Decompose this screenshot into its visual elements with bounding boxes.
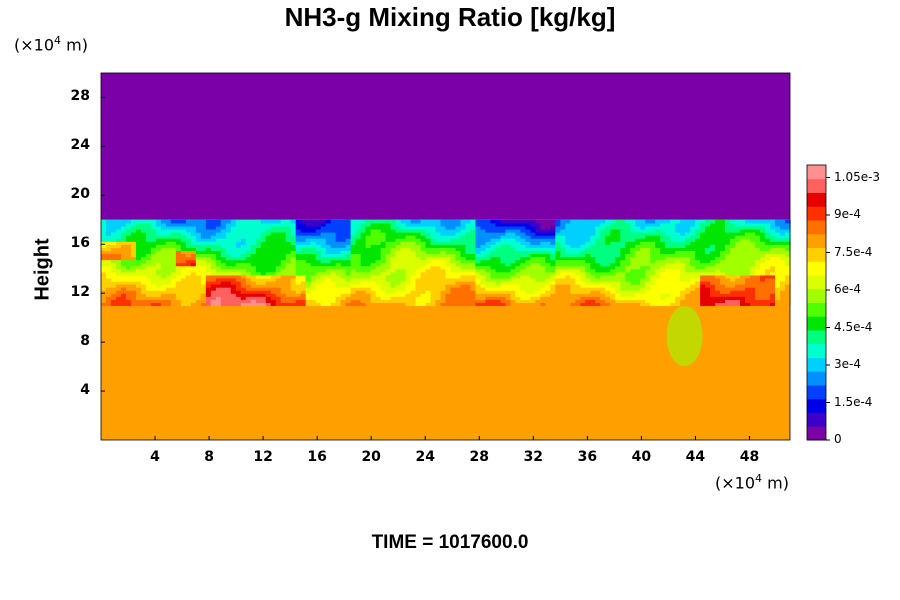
x-tick-label: 16: [307, 449, 327, 465]
colorbar-segment: [807, 357, 826, 372]
x-tick-label: 24: [415, 449, 435, 465]
colorbar-segment: [807, 398, 826, 413]
colorbar-tick-label: 3e-4: [834, 357, 861, 371]
x-tick-label: 44: [685, 449, 706, 465]
colorbar-segment: [807, 178, 826, 193]
colorbar-tick-label: 7.5e-4: [834, 244, 873, 259]
colorbar-segment: [807, 275, 826, 290]
x-tick-label: 32: [523, 449, 544, 465]
colorbar-segment: [807, 302, 826, 317]
plot-frame: [100, 72, 791, 441]
x-axis-unit: (×104 m): [715, 472, 789, 493]
colorbar-tick-label: 6e-4: [834, 282, 861, 296]
x-tick-label: 8: [204, 449, 214, 465]
colorbar-segment: [807, 247, 826, 262]
mixing-zone: [101, 219, 791, 307]
colorbar-segment: [807, 371, 826, 386]
x-tick-label: 48: [739, 449, 760, 465]
colorbar-tick-label: 9e-4: [834, 207, 861, 221]
colorbar-segment: [807, 343, 826, 358]
colorbar-tick-label: 1.5e-4: [834, 394, 873, 409]
colorbar-segment: [807, 206, 826, 221]
y-tick-label: 16: [70, 235, 90, 252]
y-tick-label: 24: [70, 137, 90, 154]
y-tick-label: 8: [80, 333, 90, 350]
y-tick-label: 12: [70, 284, 90, 301]
colorbar-segment: [807, 288, 826, 303]
x-tick-label: 20: [361, 449, 381, 465]
colorbar-tick-label: 1.05e-3: [834, 169, 881, 184]
x-tick-label: 12: [253, 449, 273, 465]
colorbar-segment: [807, 192, 826, 207]
colorbar-segment: [807, 330, 826, 345]
colorbar-segment: [807, 426, 826, 441]
colorbar-tick-label: 4.5e-4: [834, 319, 873, 334]
colorbar-segment: [807, 233, 826, 248]
chart-title: NH3-g Mixing Ratio [kg/kg]: [284, 2, 616, 32]
colorbar-segment: [807, 165, 826, 180]
x-tick-label: 40: [631, 449, 652, 465]
colorbar-frame: [806, 164, 827, 441]
colorbar-segment: [807, 385, 826, 400]
colorbar-segment: [807, 261, 826, 276]
x-tick-label: 36: [577, 449, 598, 465]
x-tick-label: 4: [150, 449, 160, 465]
upper-region: [101, 73, 790, 220]
time-label: TIME = 1017600.0: [371, 532, 529, 553]
y-axis-unit: (×104 m): [14, 34, 88, 55]
colorbar-segment: [807, 220, 826, 235]
colorbar-segment: [807, 316, 826, 331]
colorbar-segment: [807, 412, 826, 427]
colorbar-tick-label: 0: [834, 432, 842, 446]
y-tick-label: 28: [70, 88, 90, 105]
y-tick-label: 20: [70, 186, 90, 203]
x-tick-label: 28: [469, 449, 489, 465]
plume: [666, 306, 703, 367]
y-tick-label: 4: [80, 382, 90, 399]
